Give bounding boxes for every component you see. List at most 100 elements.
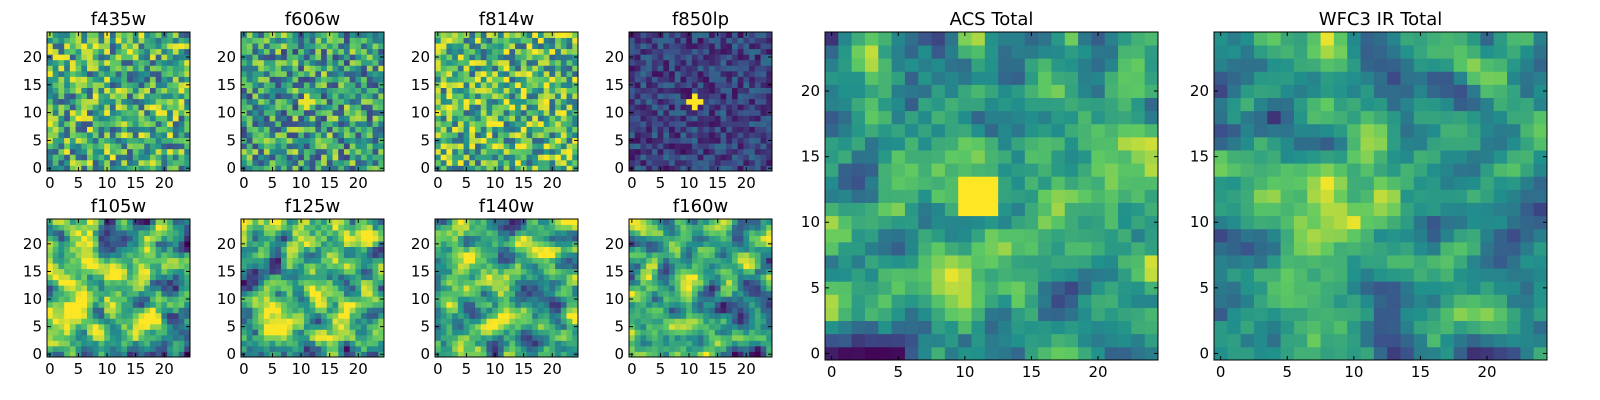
heatmap-cells: [435, 219, 579, 358]
heatmap-cell: [109, 154, 117, 161]
heatmap-cell: [92, 224, 99, 231]
heatmap-cell: [275, 285, 282, 292]
heatmap-cell: [246, 268, 253, 275]
heatmap-cell: [309, 312, 316, 319]
heatmap-cell: [321, 37, 328, 44]
heatmap-cell: [726, 59, 733, 66]
heatmap-cell: [155, 307, 162, 314]
heatmap-cell: [731, 285, 739, 292]
heatmap-cell: [760, 82, 767, 88]
heatmap-cell: [87, 235, 94, 242]
heatmap-cell: [378, 132, 385, 139]
heatmap-cell: [178, 48, 185, 55]
heatmap-cell: [343, 290, 351, 297]
heatmap-cell: [132, 224, 139, 231]
heatmap-cell: [92, 235, 99, 242]
heatmap-cell: [509, 65, 516, 72]
heatmap-cell: [446, 230, 453, 236]
heatmap-cell: [463, 43, 470, 50]
heatmap-cell: [503, 43, 510, 50]
heatmap-cell: [64, 318, 71, 325]
heatmap-cell: [509, 165, 516, 172]
heatmap-cell: [309, 318, 316, 325]
heatmap-cell: [509, 126, 516, 133]
heatmap-cell: [155, 93, 162, 100]
heatmap-cell: [714, 115, 721, 122]
heatmap-cell: [497, 241, 505, 247]
heatmap-cell: [760, 98, 767, 105]
heatmap-cell: [709, 279, 716, 286]
heatmap-cell: [760, 120, 767, 127]
heatmap-cell: [691, 59, 699, 66]
heatmap-cell: [361, 132, 368, 139]
heatmap-cell: [697, 318, 704, 325]
heatmap-cell: [184, 290, 191, 297]
heatmap-cell: [754, 93, 761, 100]
heatmap-cell: [184, 219, 191, 225]
heatmap-cell: [634, 143, 641, 150]
heatmap-cell: [503, 137, 510, 144]
heatmap-cell: [115, 120, 122, 127]
heatmap-cell: [87, 137, 94, 144]
heatmap-cell: [697, 307, 704, 314]
heatmap-cell: [172, 93, 179, 100]
heatmap-cell: [81, 48, 88, 55]
heatmap-cell: [743, 323, 750, 330]
heatmap-cell: [269, 98, 276, 105]
heatmap-cell: [303, 115, 311, 122]
heatmap-cell: [87, 148, 94, 155]
heatmap-cell: [452, 219, 459, 225]
heatmap-cell: [435, 279, 442, 286]
heatmap-cell: [737, 132, 744, 139]
heatmap-cell: [440, 252, 447, 259]
heatmap-cell: [361, 241, 368, 247]
heatmap-cell: [720, 165, 727, 172]
heatmap-cell: [503, 59, 510, 66]
heatmap-cell: [378, 230, 385, 236]
heatmap-cell: [532, 165, 539, 172]
heatmap-cell: [629, 132, 636, 139]
heatmap-cell: [349, 241, 356, 247]
heatmap-cell: [275, 93, 282, 100]
y-tick-label: 15: [411, 262, 430, 280]
heatmap-cell: [115, 48, 122, 55]
heatmap-cell: [572, 274, 579, 281]
heatmap-cell: [646, 120, 653, 127]
heatmap-cell: [509, 252, 516, 259]
heatmap-cell: [651, 98, 658, 105]
heatmap-cell: [81, 137, 88, 144]
heatmap-cell: [452, 148, 459, 155]
heatmap-cell: [446, 307, 453, 314]
heatmap-cell: [286, 268, 293, 275]
heatmap-cell: [292, 54, 299, 61]
heatmap-cell: [749, 296, 756, 303]
heatmap-cell: [269, 312, 276, 319]
heatmap-cell: [252, 82, 259, 88]
heatmap-cell: [349, 115, 356, 122]
heatmap-cell: [543, 154, 550, 161]
heatmap-cell: [680, 98, 687, 105]
heatmap-cell: [629, 148, 636, 155]
heatmap-cell: [309, 235, 316, 242]
heatmap-cell: [509, 93, 516, 100]
heatmap-cell: [64, 65, 71, 72]
heatmap-cell: [361, 93, 368, 100]
heatmap-cell: [726, 37, 733, 44]
heatmap-cell: [64, 109, 71, 116]
heatmap-cell: [338, 148, 345, 155]
heatmap-cell: [537, 93, 545, 100]
heatmap-cell: [172, 87, 179, 94]
heatmap-cell: [121, 70, 128, 77]
heatmap-cell: [64, 48, 71, 55]
heatmap-cell: [680, 290, 687, 297]
heatmap-cell: [275, 109, 282, 116]
heatmap-cell: [446, 59, 453, 66]
heatmap-cell: [440, 132, 447, 139]
heatmap-cell: [469, 165, 476, 172]
heatmap-cell: [144, 143, 151, 150]
heatmap-cell: [64, 219, 71, 225]
heatmap-cell: [361, 43, 368, 50]
heatmap-cell: [138, 301, 145, 308]
heatmap-cell: [167, 87, 174, 94]
heatmap-cell: [332, 318, 339, 325]
